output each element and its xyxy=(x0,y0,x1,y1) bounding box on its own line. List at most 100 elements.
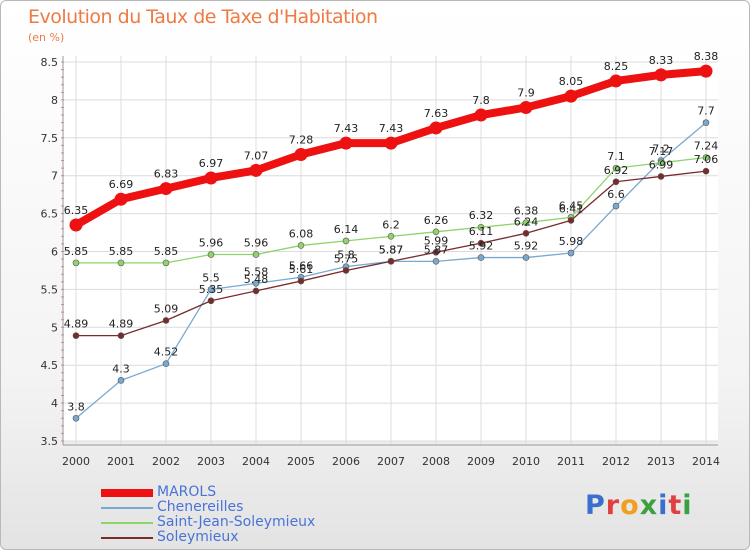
data-label: 5.5 xyxy=(202,271,220,284)
x-tick-label: 2002 xyxy=(152,455,180,468)
data-label: 6.11 xyxy=(469,225,494,238)
x-tick-label: 2006 xyxy=(332,455,360,468)
x-tick-label: 2001 xyxy=(107,455,135,468)
data-label: 6.2 xyxy=(382,218,400,231)
data-label: 5.92 xyxy=(469,240,494,253)
data-label: 5.85 xyxy=(64,245,89,258)
data-label: 6.99 xyxy=(649,158,674,171)
data-point xyxy=(162,259,170,267)
data-label: 5.92 xyxy=(514,240,539,253)
data-point xyxy=(477,223,485,231)
data-point xyxy=(159,182,173,196)
y-tick-label: 8 xyxy=(51,94,58,107)
data-point xyxy=(429,121,443,135)
data-point xyxy=(477,239,485,247)
x-tick-label: 2008 xyxy=(422,455,450,468)
data-label: 4.89 xyxy=(64,318,89,331)
data-point xyxy=(252,251,260,258)
data-point xyxy=(339,136,353,150)
data-label: 5.61 xyxy=(289,263,314,276)
data-point xyxy=(117,259,125,267)
data-label: 5.98 xyxy=(559,235,584,248)
data-point xyxy=(612,202,620,210)
data-label: 7.28 xyxy=(289,133,314,146)
data-label: 6.97 xyxy=(199,157,224,170)
data-point xyxy=(252,280,260,287)
data-point xyxy=(72,332,80,339)
data-label: 7.9 xyxy=(517,86,535,99)
data-label: 6.69 xyxy=(109,178,134,191)
data-label: 7.06 xyxy=(694,153,719,166)
data-point xyxy=(699,64,713,78)
data-label: 5.35 xyxy=(199,283,224,296)
y-tick-label: 5 xyxy=(51,321,58,334)
data-label: 5.48 xyxy=(244,273,269,286)
data-label: 4.3 xyxy=(112,362,130,375)
data-point xyxy=(564,89,578,103)
data-point xyxy=(207,251,215,258)
data-label: 6.38 xyxy=(514,205,539,218)
data-point xyxy=(609,74,623,88)
legend-swatch xyxy=(101,489,153,497)
data-label: 7.17 xyxy=(649,145,674,158)
data-label: 6.35 xyxy=(64,204,89,217)
data-point xyxy=(117,332,125,339)
chart-title: Evolution du Taux de Taxe d'Habitation xyxy=(28,6,378,28)
data-point xyxy=(432,258,440,265)
data-point xyxy=(657,173,665,180)
data-label: 7.63 xyxy=(424,107,449,120)
data-point xyxy=(342,237,350,245)
data-label: 8.25 xyxy=(604,60,629,73)
data-point xyxy=(249,163,263,177)
data-point xyxy=(387,258,395,265)
legend-swatch xyxy=(101,522,153,524)
data-label: 8.33 xyxy=(649,54,674,67)
data-point xyxy=(114,192,128,206)
x-tick-label: 2000 xyxy=(62,455,90,468)
data-point xyxy=(567,217,575,224)
data-label: 5.09 xyxy=(154,302,179,315)
y-tick-label: 8.5 xyxy=(41,56,59,69)
data-label: 6.83 xyxy=(154,168,179,181)
legend-label: MAROLS xyxy=(157,484,217,500)
data-label: 6.92 xyxy=(604,164,629,177)
data-label: 5.96 xyxy=(244,237,269,250)
x-tick-label: 2009 xyxy=(467,455,495,468)
y-tick-label: 5.5 xyxy=(41,283,59,296)
data-label: 7.43 xyxy=(379,122,404,135)
data-point xyxy=(162,360,170,367)
data-point xyxy=(432,228,440,236)
legend-swatch xyxy=(101,537,153,539)
data-label: 7.43 xyxy=(334,122,359,135)
data-point xyxy=(297,277,305,285)
data-point xyxy=(612,164,620,172)
data-label: 5.96 xyxy=(199,237,224,250)
data-label: 6.14 xyxy=(334,223,359,236)
data-label: 5.87 xyxy=(379,243,404,256)
data-point xyxy=(207,286,215,293)
data-label: 8.05 xyxy=(559,75,584,88)
y-tick-label: 7 xyxy=(51,170,58,183)
data-label: 7.7 xyxy=(697,105,715,118)
data-label: 7.07 xyxy=(244,149,269,162)
data-label: 5.87 xyxy=(424,243,449,256)
y-tick-label: 6 xyxy=(51,246,58,259)
data-point xyxy=(522,219,530,226)
y-tick-label: 4.5 xyxy=(41,359,59,372)
data-point xyxy=(702,119,710,126)
data-point xyxy=(387,233,395,240)
data-label: 7.8 xyxy=(472,94,490,107)
logo-letter: x xyxy=(639,490,659,521)
data-point xyxy=(522,254,530,261)
legend-swatch xyxy=(101,507,153,509)
chart-unit: (en %) xyxy=(28,31,65,44)
x-tick-label: 2007 xyxy=(377,455,405,468)
data-point xyxy=(204,171,218,185)
logo-letter: i xyxy=(682,490,693,521)
x-tick-label: 2011 xyxy=(557,455,585,468)
y-tick-label: 3.5 xyxy=(41,435,59,448)
data-label: 7.2 xyxy=(652,143,670,156)
data-point xyxy=(519,100,533,114)
data-point xyxy=(432,248,440,256)
